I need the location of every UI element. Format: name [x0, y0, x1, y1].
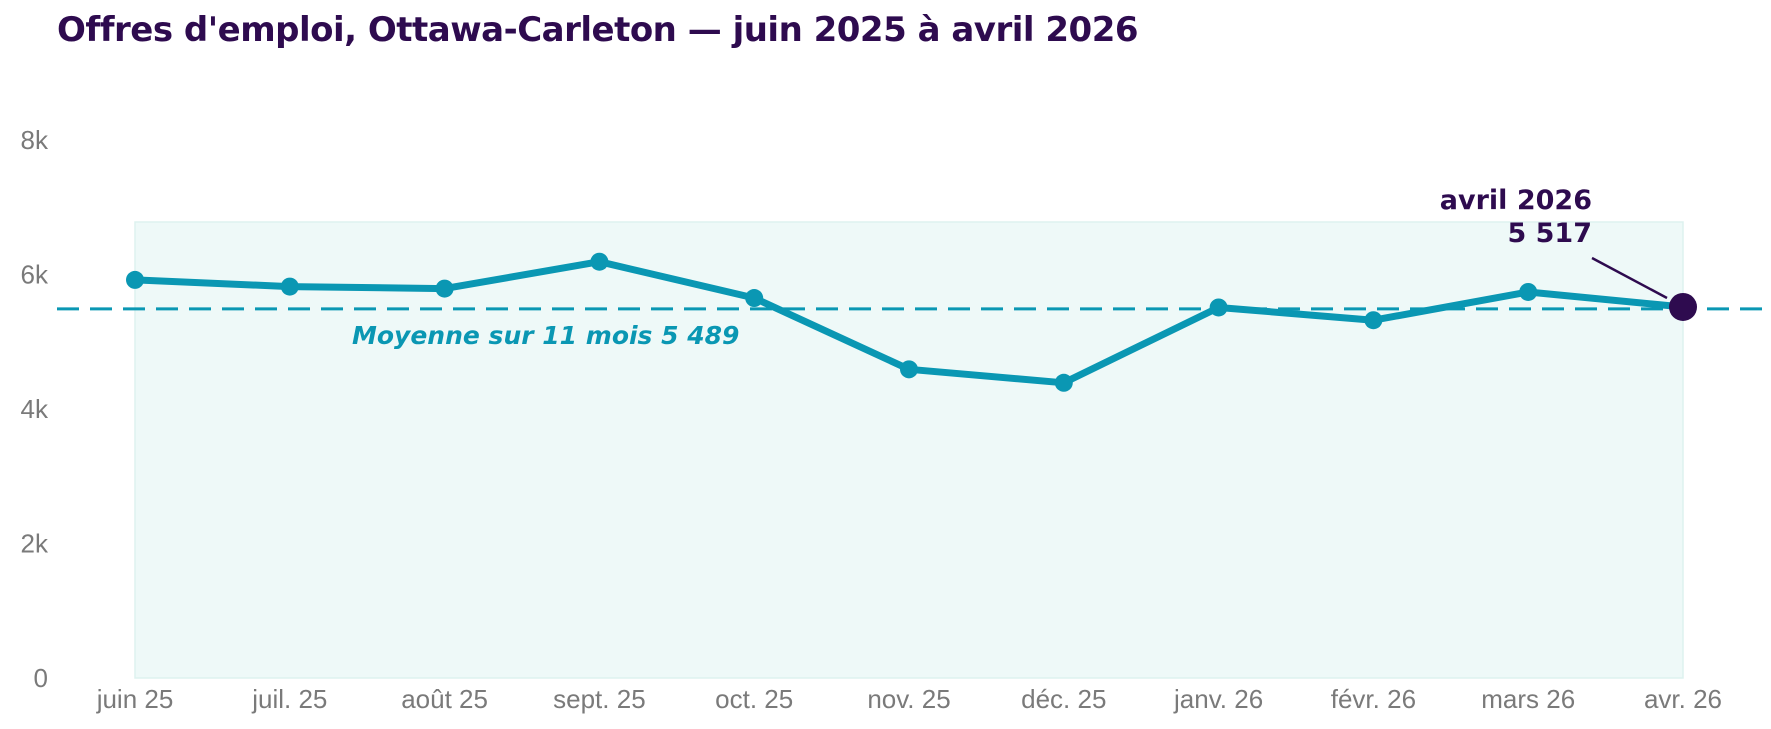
- chart-title: Offres d'emploi, Ottawa-Carleton — juin …: [57, 10, 1139, 50]
- y-tick-label: 0: [34, 663, 48, 693]
- x-tick-label: août 25: [401, 684, 488, 714]
- data-point: [280, 277, 299, 296]
- x-tick-label: janv. 26: [1173, 684, 1263, 714]
- y-tick-label: 8k: [21, 125, 49, 155]
- x-tick-label: oct. 25: [715, 684, 793, 714]
- callout-leader: [1591, 256, 1668, 300]
- callout-value-label: 5 517: [1507, 218, 1592, 249]
- data-points: [126, 252, 1697, 392]
- data-point: [435, 279, 454, 298]
- x-tick-label: nov. 25: [867, 684, 950, 714]
- data-point: [1209, 298, 1228, 317]
- highlight-point: [1669, 292, 1697, 321]
- data-point: [1054, 373, 1073, 392]
- y-tick-label: 4k: [21, 394, 49, 424]
- x-tick-label: sept. 25: [553, 684, 646, 714]
- y-tick-label: 6k: [21, 260, 49, 290]
- data-point: [900, 360, 918, 379]
- data-point: [590, 252, 609, 271]
- y-axis-ticks: 0 2k 4k 6k 8k: [21, 125, 49, 693]
- data-point: [745, 289, 764, 308]
- x-tick-label: avr. 26: [1644, 684, 1722, 714]
- y-tick-label: 2k: [21, 529, 49, 559]
- x-axis-ticks: juin 25 juil. 25 août 25 sept. 25 oct. 25 nov…: [96, 684, 1722, 714]
- plot-band: [134, 221, 1684, 679]
- x-tick-label: févr. 26: [1331, 684, 1416, 714]
- x-tick-label: juin 25: [96, 684, 174, 714]
- data-point: [1519, 282, 1538, 301]
- x-tick-label: mars 26: [1481, 684, 1575, 714]
- average-label: Moyenne sur 11 mois 5 489: [352, 321, 739, 350]
- x-tick-label: déc. 25: [1021, 684, 1106, 714]
- data-point: [1364, 311, 1383, 330]
- callout-date-label: avril 2026: [1440, 185, 1592, 216]
- x-tick-label: juil. 25: [251, 684, 327, 714]
- data-point: [126, 270, 144, 289]
